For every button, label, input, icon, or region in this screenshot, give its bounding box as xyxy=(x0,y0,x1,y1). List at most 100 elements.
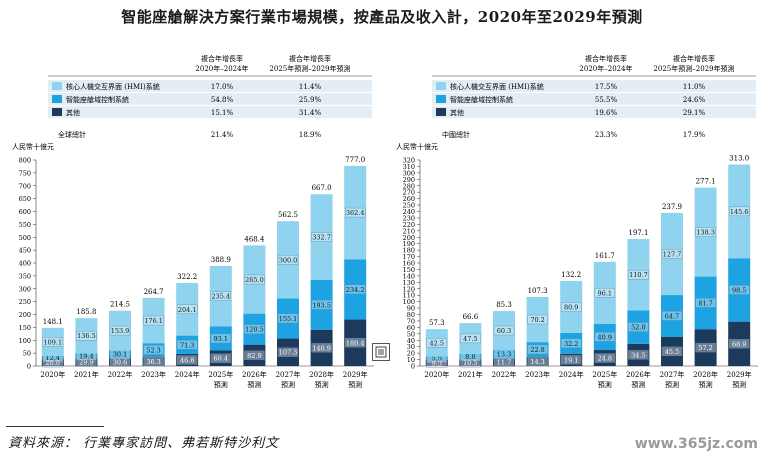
china-cagr-row-bg xyxy=(432,93,756,105)
global-total-label: 264.7 xyxy=(144,288,164,296)
china-data-label: 81.7 xyxy=(698,299,712,307)
china-y-tick-label: 10 xyxy=(407,356,415,364)
china-x-tick-label: 2024年 xyxy=(559,370,584,379)
china-bar-hmi xyxy=(425,329,448,357)
global-y-tick-label: 150 xyxy=(19,324,31,332)
global-bar-hmi xyxy=(41,327,64,356)
china-data-label: 80.9 xyxy=(564,303,578,311)
china-data-label: 34.5 xyxy=(631,351,645,359)
expand-icon xyxy=(375,346,387,358)
global-data-label-box xyxy=(345,207,366,218)
china-data-label-box xyxy=(594,353,616,363)
china-legend-swatch xyxy=(436,95,446,103)
global-data-label-box xyxy=(109,325,131,336)
global-x-tick-label: 2027年 xyxy=(276,370,301,379)
global-bar-hmi xyxy=(109,310,131,351)
global-total-label: 388.9 xyxy=(211,256,231,264)
global-cagr-total-value: 18.9% xyxy=(299,131,322,139)
chart-global-market: 複合年增長率2020年–2024年複合年增長率2025年預測–2029年預測核心… xyxy=(12,54,374,389)
global-data-label-box xyxy=(176,304,198,315)
source-note: 資料來源： 行業專家訪問、弗若斯特沙利文 xyxy=(8,436,280,451)
china-data-label: 127.7 xyxy=(663,250,682,258)
china-y-tick-label: 300 xyxy=(403,169,415,177)
china-bar-other xyxy=(728,321,751,366)
global-bar-hmi xyxy=(75,318,98,354)
global-data-label-box xyxy=(210,291,232,301)
china-x-tick-label: 2026年 xyxy=(626,370,651,379)
global-total-label: 322.2 xyxy=(177,273,197,281)
global-data-label-box xyxy=(143,345,164,355)
china-bar-hmi xyxy=(459,323,482,354)
china-y-tick-label: 160 xyxy=(403,260,415,268)
china-cagr-total-value: 23.3% xyxy=(595,131,618,139)
global-y-tick-label: 50 xyxy=(23,350,31,358)
china-y-tick-label: 0 xyxy=(411,363,415,371)
global-cagr-row-bg xyxy=(48,93,372,105)
china-data-label: 40.9 xyxy=(598,333,612,341)
global-cagr-header-1: 2025年預測–2029年預測 xyxy=(269,64,350,73)
china-total-label: 57.3 xyxy=(429,319,445,327)
global-data-label: 300.0 xyxy=(279,256,298,264)
china-data-label-box xyxy=(527,314,548,325)
china-data-label: 145.6 xyxy=(730,208,749,216)
global-data-label: 235.4 xyxy=(211,293,230,301)
global-x-tick-label: 預測 xyxy=(348,380,362,389)
china-x-tick-label: 2021年 xyxy=(458,370,483,379)
china-bar-other xyxy=(526,356,549,366)
global-bar-domain-control xyxy=(344,259,367,320)
china-cagr-header-1: 2025年預測–2029年預測 xyxy=(653,64,734,73)
china-x-tick-label: 2022年 xyxy=(492,370,517,379)
china-data-label: 64.7 xyxy=(665,312,679,320)
china-data-label: 98.5 xyxy=(732,286,746,294)
global-data-label-box xyxy=(244,324,265,334)
global-data-label: 180.4 xyxy=(346,339,365,347)
china-data-label: 11.7 xyxy=(497,359,511,367)
china-y-tick-label: 150 xyxy=(403,266,415,274)
global-data-label-box xyxy=(277,347,299,357)
global-data-label-box xyxy=(311,300,332,310)
china-bar-domain-control xyxy=(425,356,448,361)
global-x-tick-label: 2026年 xyxy=(242,370,267,379)
china-y-tick-label: 100 xyxy=(403,298,415,306)
global-total-label: 777.0 xyxy=(345,156,365,164)
global-bar-hmi xyxy=(176,283,199,336)
china-data-label-box xyxy=(527,344,548,355)
china-x-tick-label: 2020年 xyxy=(424,370,449,379)
china-total-label: 313.0 xyxy=(729,155,749,163)
source-divider xyxy=(6,426,104,427)
china-data-label-box xyxy=(560,355,582,365)
china-bar-other xyxy=(627,343,650,366)
china-bar-other xyxy=(425,360,448,366)
china-data-label-box xyxy=(527,356,548,367)
china-data-label-box xyxy=(493,325,515,336)
china-data-label: 47.5 xyxy=(463,335,477,343)
china-bar-hmi xyxy=(493,311,515,350)
global-cagr-header-1: 複合年增長率 xyxy=(289,54,331,63)
china-y-tick-label: 70 xyxy=(407,317,415,325)
global-y-tick-label: 650 xyxy=(19,195,31,203)
global-bar-other xyxy=(142,356,165,366)
global-bar-domain-control xyxy=(142,343,165,357)
global-data-label-box xyxy=(345,338,366,348)
global-legend-label: 其他 xyxy=(66,108,80,117)
china-data-label-box xyxy=(628,322,649,332)
china-y-tick-label: 50 xyxy=(407,330,415,338)
china-x-tick-label: 預測 xyxy=(598,380,612,389)
china-data-label: 5.5 xyxy=(432,355,442,363)
china-data-label: 9.3 xyxy=(432,360,442,368)
china-data-label-box xyxy=(628,350,649,360)
global-data-label-box xyxy=(210,353,232,363)
china-data-label-box xyxy=(661,249,683,259)
china-y-tick-label: 260 xyxy=(403,195,415,203)
global-data-label: 12.4 xyxy=(46,354,60,362)
china-data-label: 8.6 xyxy=(465,353,475,361)
global-data-label: 46.8 xyxy=(180,356,194,364)
china-data-label-box xyxy=(426,338,447,348)
china-data-label: 32.2 xyxy=(564,340,578,348)
china-data-label-box xyxy=(594,332,616,342)
china-y-tick-label: 270 xyxy=(403,189,415,197)
china-data-label-box xyxy=(729,339,750,349)
expand-button[interactable] xyxy=(372,343,390,361)
global-legend-swatch xyxy=(52,108,62,116)
global-cagr-value: 54.8% xyxy=(211,96,234,104)
